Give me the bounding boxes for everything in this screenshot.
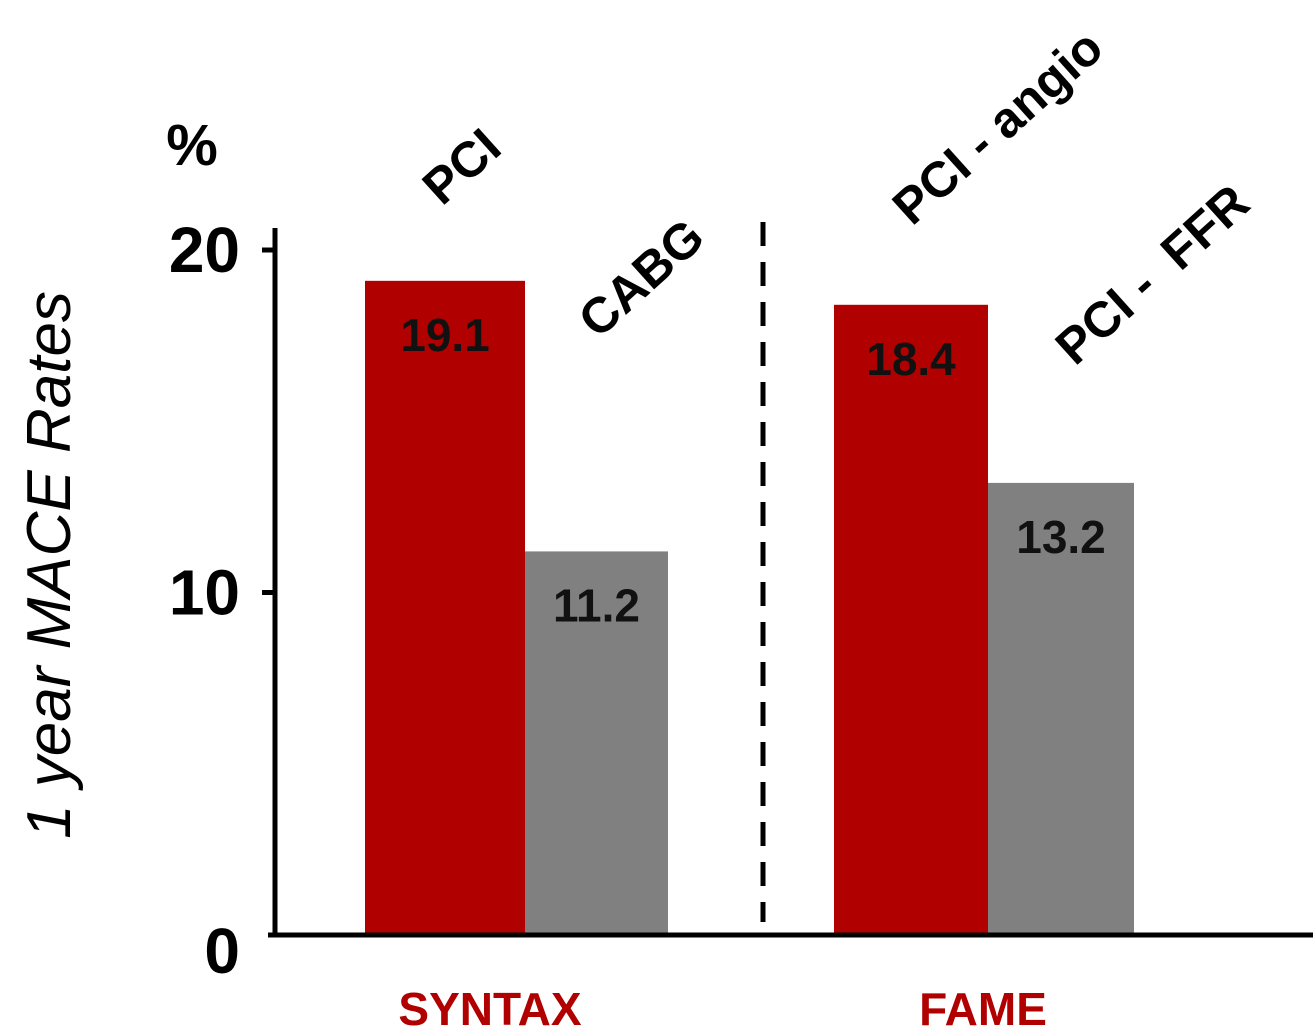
y-tick-label: 10 [169,557,240,629]
y-axis-ticks: 0 10 20 [169,214,275,987]
group-label-syntax: SYNTAX [398,983,581,1033]
group-label-fame: FAME [919,983,1047,1033]
bar-value-label: 19.1 [400,309,490,361]
bar-label-syntax-pci: PCI [412,118,511,215]
bar-fame-0 [834,304,988,935]
bar-label-syntax-cabg: CABG [568,208,715,348]
bar-syntax-1 [525,551,668,935]
bar-label-fame-pci-ffr: PCI - FFR [1045,174,1260,375]
bar-fame-1 [988,482,1134,935]
bar-value-label: 11.2 [553,579,640,631]
y-tick-label: 0 [204,915,240,987]
bar-syntax-0 [365,280,525,935]
y-axis-unit-label: % [166,113,218,178]
bars: 19.1 11.2 18.4 13.2 [365,280,1134,935]
bar-value-label: 18.4 [866,333,956,385]
y-axis-title: 1 year MACE Rates [15,291,84,839]
bar-value-label: 13.2 [1016,511,1106,563]
bar-label-fame-pci-angio: PCI - angio [882,19,1114,235]
y-tick-label: 20 [169,214,240,286]
